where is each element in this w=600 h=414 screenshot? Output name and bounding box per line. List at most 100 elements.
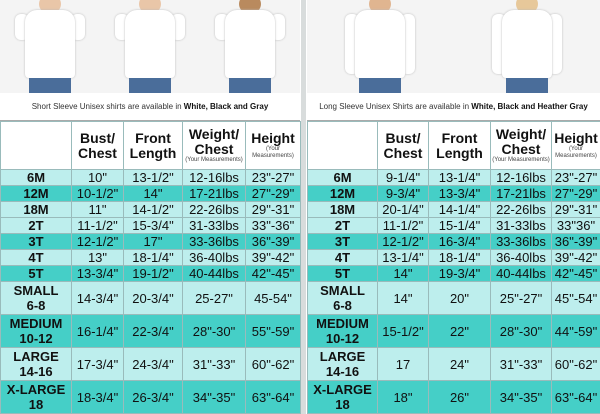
measurement-cell: 23"-27" [551, 169, 600, 186]
caption-colors: White, Black and Gray [183, 101, 269, 111]
size-label: SMALL 6-8 [307, 281, 378, 315]
header-weight: Weight/ Chest (Your Measurements) [490, 121, 552, 170]
size-label: LARGE 14-16 [307, 347, 378, 381]
header-weight-note: (Your Measurements) [185, 157, 243, 163]
measurement-cell: 36-40lbs [182, 249, 246, 266]
measurement-cell: 13-3/4" [428, 185, 491, 202]
size-label: X-LARGE 18 [0, 380, 72, 414]
measurement-cell: 14" [377, 265, 429, 282]
measurement-cell: 19-3/4" [428, 265, 491, 282]
size-label: 2T [307, 217, 378, 234]
table-row: 5T 14" 19-3/4" 40-44lbs 42"-45" [307, 265, 600, 282]
size-table-long-sleeve: Bust/ Chest Front Length Weight/ Chest (You… [307, 121, 600, 414]
measurement-cell: 45"-54" [551, 281, 600, 315]
measurement-cell: 28"-30" [182, 314, 246, 348]
measurement-cell: 15-1/4" [428, 217, 491, 234]
measurement-cell: 33"-36" [245, 217, 301, 234]
measurement-cell: 24" [428, 347, 491, 381]
table-row: 3T 12-1/2" 16-3/4" 33-36lbs 36"-39" [307, 233, 600, 250]
measurement-cell: 26" [428, 380, 491, 414]
measurement-cell: 12-16lbs [182, 169, 246, 186]
measurement-cell: 33-36lbs [490, 233, 552, 250]
table-row: 4T 13" 18-1/4" 36-40lbs 39"-42" [0, 249, 301, 266]
size-label: LARGE 14-16 [0, 347, 72, 381]
header-height: Height (Your Measurements) [551, 121, 600, 170]
measurement-cell: 27"-29" [551, 185, 600, 202]
size-label: 3T [307, 233, 378, 250]
short-sleeve-panel: Short Sleeve Unisex shirts are available… [0, 0, 301, 414]
measurement-cell: 25-27" [182, 281, 246, 315]
header-weight-note: (Your Measurements) [492, 157, 550, 163]
model-photo [215, 0, 285, 93]
measurement-cell: 40-44lbs [490, 265, 552, 282]
table-row: LARGE 14-16 17 24" 31"-33" 60"-62" [307, 347, 600, 381]
measurement-cell: 28"-30" [490, 314, 552, 348]
table-row: 5T 13-3/4" 19-1/2" 40-44lbs 42"-45" [0, 265, 301, 282]
size-label: 6M [307, 169, 378, 186]
measurement-cell: 20-3/4" [123, 281, 183, 315]
long-sleeve-model-photos [307, 0, 600, 93]
size-label: 2T [0, 217, 72, 234]
measurement-cell: 31"-33" [490, 347, 552, 381]
availability-caption: Short Sleeve Unisex shirts are available… [0, 93, 300, 121]
measurement-cell: 36"-39" [551, 233, 600, 250]
header-height-label: Height [554, 130, 598, 146]
table-row: 18M 11" 14-1/2" 22-26lbs 29"-31" [0, 201, 301, 218]
caption-colors: White, Black and Heather Gray [471, 101, 588, 111]
measurement-cell: 14-1/4" [428, 201, 491, 218]
measurement-cell: 55"-59" [245, 314, 301, 348]
table-row: SMALL 6-8 14" 20" 25"-27" 45"-54" [307, 281, 600, 315]
header-bust: Bust/ Chest [71, 121, 124, 170]
measurement-cell: 42"-45" [245, 265, 301, 282]
measurement-cell: 13-3/4" [71, 265, 124, 282]
measurement-cell: 17 [377, 347, 429, 381]
short-sleeve-model-photos [0, 0, 300, 93]
panel-divider [301, 0, 306, 414]
measurement-cell: 22-3/4" [123, 314, 183, 348]
header-front-length: Front Length [123, 121, 183, 170]
measurement-cell: 13-1/2" [123, 169, 183, 186]
model-photo [115, 0, 185, 93]
measurement-cell: 10-1/2" [71, 185, 124, 202]
measurement-cell: 33"36" [551, 217, 600, 234]
measurement-cell: 17-21lbs [182, 185, 246, 202]
measurement-cell: 12-1/2" [71, 233, 124, 250]
measurement-cell: 45-54" [245, 281, 301, 315]
table-row: 2T 11-1/2" 15-3/4" 31-33lbs 33"-36" [0, 217, 301, 234]
model-photo [15, 0, 85, 93]
measurement-cell: 13-1/4" [428, 169, 491, 186]
header-bust: Bust/ Chest [377, 121, 429, 170]
measurement-cell: 18-3/4" [71, 380, 124, 414]
table-row: X-LARGE 18 18-3/4" 26-3/4" 34"-35" 63"-64" [0, 380, 301, 414]
measurement-cell: 27"-29" [245, 185, 301, 202]
header-weight-label: Weight/ Chest [188, 126, 240, 157]
table-row: 3T 12-1/2" 17" 33-36lbs 36"-39" [0, 233, 301, 250]
measurement-cell: 14-1/2" [123, 201, 183, 218]
measurement-cell: 17-21lbs [490, 185, 552, 202]
measurement-cell: 60"-62" [551, 347, 600, 381]
table-row: 12M 9-3/4" 13-3/4" 17-21lbs 27"-29" [307, 185, 600, 202]
measurement-cell: 22-26lbs [182, 201, 246, 218]
caption-text: Long Sleeve Unisex Shirts are available … [319, 101, 472, 111]
size-label: 5T [0, 265, 72, 282]
size-label: 18M [307, 201, 378, 218]
measurement-cell: 13" [71, 249, 124, 266]
measurement-cell: 14" [377, 281, 429, 315]
header-height-note: (Your Measurements) [252, 146, 294, 159]
measurement-cell: 14" [123, 185, 183, 202]
size-label: MEDIUM 10-12 [307, 314, 378, 348]
size-label: 3T [0, 233, 72, 250]
measurement-cell: 19-1/2" [123, 265, 183, 282]
size-table-short-sleeve: Bust/ Chest Front Length Weight/ Chest (You… [0, 121, 301, 414]
size-label: X-LARGE 18 [307, 380, 378, 414]
table-row: X-LARGE 18 18" 26" 34"-35" 63"-64" [307, 380, 600, 414]
measurement-cell: 63"-64" [551, 380, 600, 414]
measurement-cell: 17" [123, 233, 183, 250]
table-row: 4T 13-1/4" 18-1/4" 36-40lbs 39"-42" [307, 249, 600, 266]
table-row: 6M 10" 13-1/2" 12-16lbs 23"-27" [0, 169, 301, 186]
availability-caption: Long Sleeve Unisex Shirts are available … [307, 93, 600, 121]
measurement-cell: 16-1/4" [71, 314, 124, 348]
table-row: MEDIUM 10-12 15-1/2" 22" 28"-30" 44"-59" [307, 314, 600, 348]
measurement-cell: 39"-42" [551, 249, 600, 266]
measurement-cell: 20" [428, 281, 491, 315]
